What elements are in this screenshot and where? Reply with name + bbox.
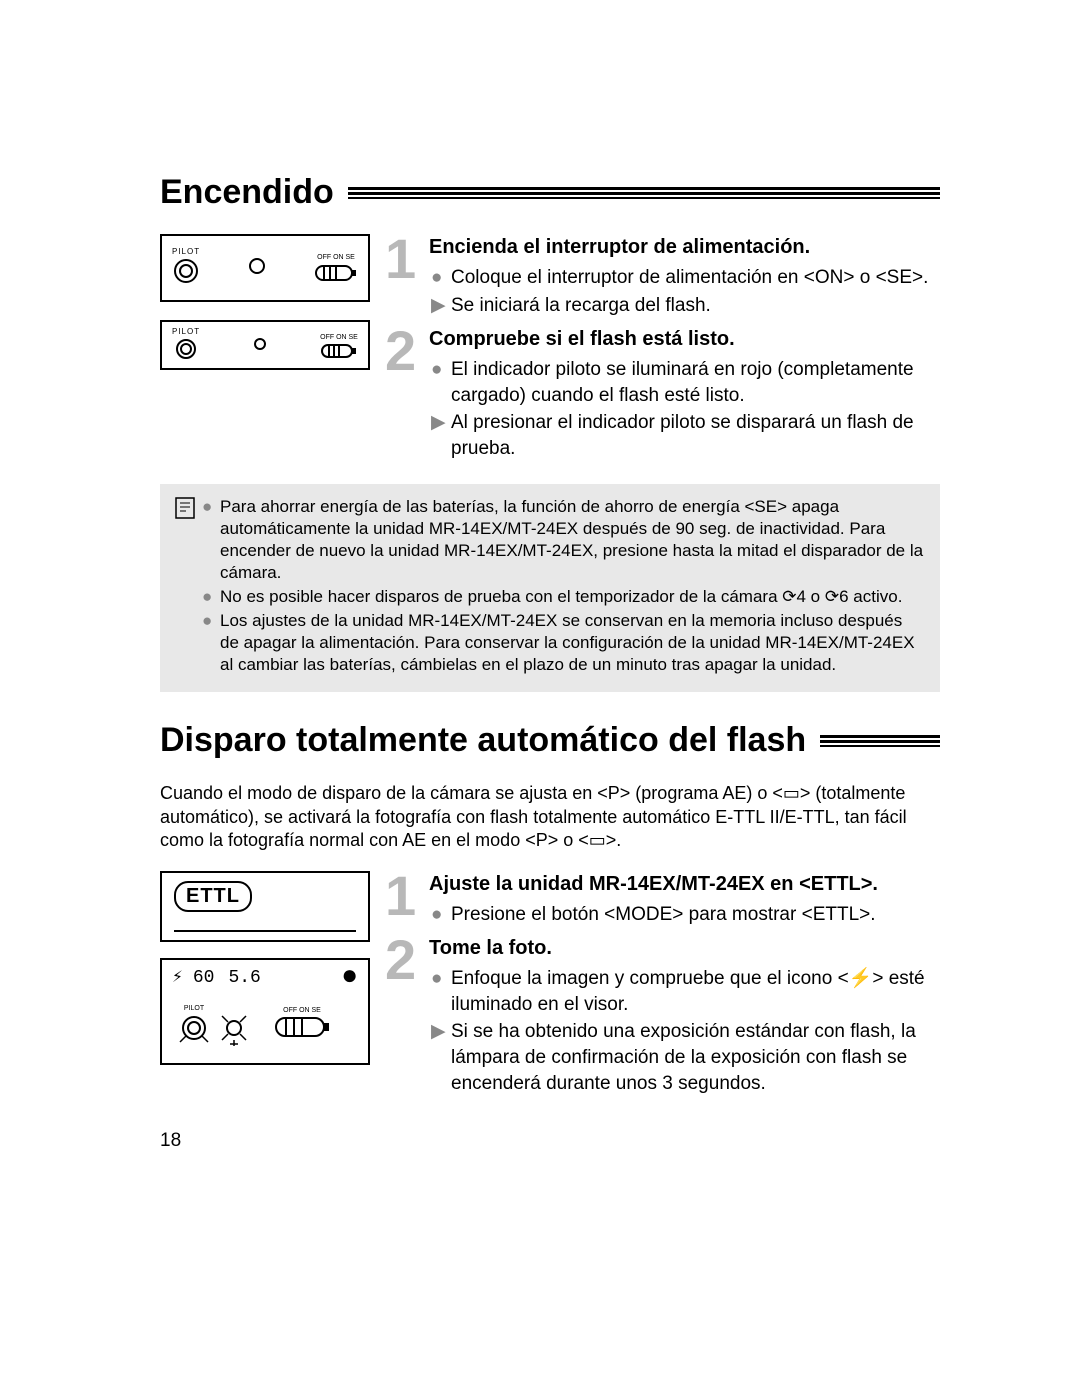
diagram-power-switch-1: PILOT OFF ON SE	[160, 234, 370, 302]
bullet-icon: ●	[202, 496, 220, 584]
step1-b1: Coloque el interruptor de alimentación e…	[451, 265, 928, 291]
step-number-s2-1: 1	[385, 871, 421, 921]
s2-step1-b1: Presione el botón <MODE> para mostrar <E…	[451, 902, 876, 928]
s2-step2-heading: Tome la foto.	[429, 935, 940, 962]
s2-step2-b1: Enfoque la imagen y compruebe que el ico…	[451, 966, 940, 1017]
pilot-label-2: PILOT	[172, 327, 200, 338]
bullet-icon: ●	[431, 902, 451, 928]
step2-heading: Compruebe si el flash está listo.	[429, 326, 940, 353]
step-1: 1 Encienda el interruptor de alimentació…	[385, 234, 940, 320]
pilot-button-icon	[173, 258, 199, 284]
step2-b2: Al presionar el indicador piloto se disp…	[451, 410, 940, 461]
section1-text: 1 Encienda el interruptor de alimentació…	[385, 234, 940, 470]
lcd-dot-icon: ●	[341, 973, 358, 983]
title-rule-2	[820, 735, 940, 747]
section1-row: PILOT OFF ON SE	[160, 234, 940, 470]
svg-text:PILOT: PILOT	[184, 1005, 205, 1012]
svg-text:OFF ON SE: OFF ON SE	[283, 1007, 321, 1014]
step1-heading: Encienda el interruptor de alimentación.	[429, 234, 940, 261]
lcd-display-panel: ⚡ 60 5.6 ● PILOT	[160, 958, 370, 1066]
page-number: 18	[160, 1128, 940, 1154]
arrow-icon: ▶	[431, 410, 451, 461]
step-number-s2-2: 2	[385, 935, 421, 985]
bullet-icon: ●	[202, 586, 220, 608]
diagram-column-1: PILOT OFF ON SE	[160, 234, 385, 388]
pilot-button-icon-2	[175, 338, 197, 360]
s2-step1-heading: Ajuste la unidad MR-14EX/MT-24EX en <ETT…	[429, 871, 940, 898]
lamp-icon	[248, 257, 266, 280]
s2-step2-b2: Si se ha obtenido una exposición estánda…	[451, 1019, 940, 1096]
step-2: 2 Compruebe si el flash está listo. ●El …	[385, 326, 940, 464]
arrow-icon: ▶	[431, 1019, 451, 1096]
note2: No es posible hacer disparos de prueba c…	[220, 586, 902, 608]
title-rule	[348, 187, 940, 199]
bullet-icon: ●	[431, 966, 451, 1017]
lcd-aperture: 5.6	[228, 966, 260, 990]
note-icon	[174, 496, 202, 679]
section2-text: 1 Ajuste la unidad MR-14EX/MT-24EX en <E…	[385, 871, 940, 1105]
heading-encendido: Encendido	[160, 170, 334, 216]
switch-label: OFF ON SE	[314, 253, 358, 262]
section2-row: ETTL ⚡ 60 5.6 ● PILOT	[160, 871, 940, 1105]
lcd-pilot-diagram-icon: PILOT OFF ON SE	[172, 1000, 362, 1048]
bullet-icon: ●	[431, 265, 451, 291]
step-s2-1: 1 Ajuste la unidad MR-14EX/MT-24EX en <E…	[385, 871, 940, 930]
heading-disparo: Disparo totalmente automático del flash	[160, 718, 806, 764]
diagram-column-2: ETTL ⚡ 60 5.6 ● PILOT	[160, 871, 385, 1070]
step-number-2: 2	[385, 326, 421, 376]
switch-label-2: OFF ON SE	[320, 333, 358, 342]
step1-b2: Se iniciará la recarga del flash.	[451, 293, 711, 319]
battery-icon-2	[320, 343, 358, 359]
lcd-ettl-panel: ETTL	[160, 871, 370, 942]
bullet-icon: ●	[202, 610, 220, 676]
diagram-power-switch-2: PILOT OFF ON SE	[160, 320, 370, 370]
arrow-icon: ▶	[431, 293, 451, 319]
lcd-shutter: 60	[193, 966, 215, 990]
lamp-icon-2	[253, 337, 267, 356]
battery-icon	[314, 263, 358, 283]
bullet-icon: ●	[431, 357, 451, 408]
ettl-badge: ETTL	[174, 881, 252, 912]
note-box: ●Para ahorrar energía de las baterías, l…	[160, 484, 940, 693]
pilot-label: PILOT	[172, 247, 200, 258]
section-title-disparo: Disparo totalmente automático del flash	[160, 718, 940, 764]
section-title-encendido: Encendido	[160, 170, 940, 216]
section2-intro: Cuando el modo de disparo de la cámara s…	[160, 782, 940, 852]
flash-bolt-icon: ⚡	[172, 966, 183, 990]
step-number-1: 1	[385, 234, 421, 284]
step2-b1: El indicador piloto se iluminará en rojo…	[451, 357, 940, 408]
note1: Para ahorrar energía de las baterías, la…	[220, 496, 924, 584]
note3: Los ajustes de la unidad MR-14EX/MT-24EX…	[220, 610, 924, 676]
step-s2-2: 2 Tome la foto. ●Enfoque la imagen y com…	[385, 935, 940, 1098]
